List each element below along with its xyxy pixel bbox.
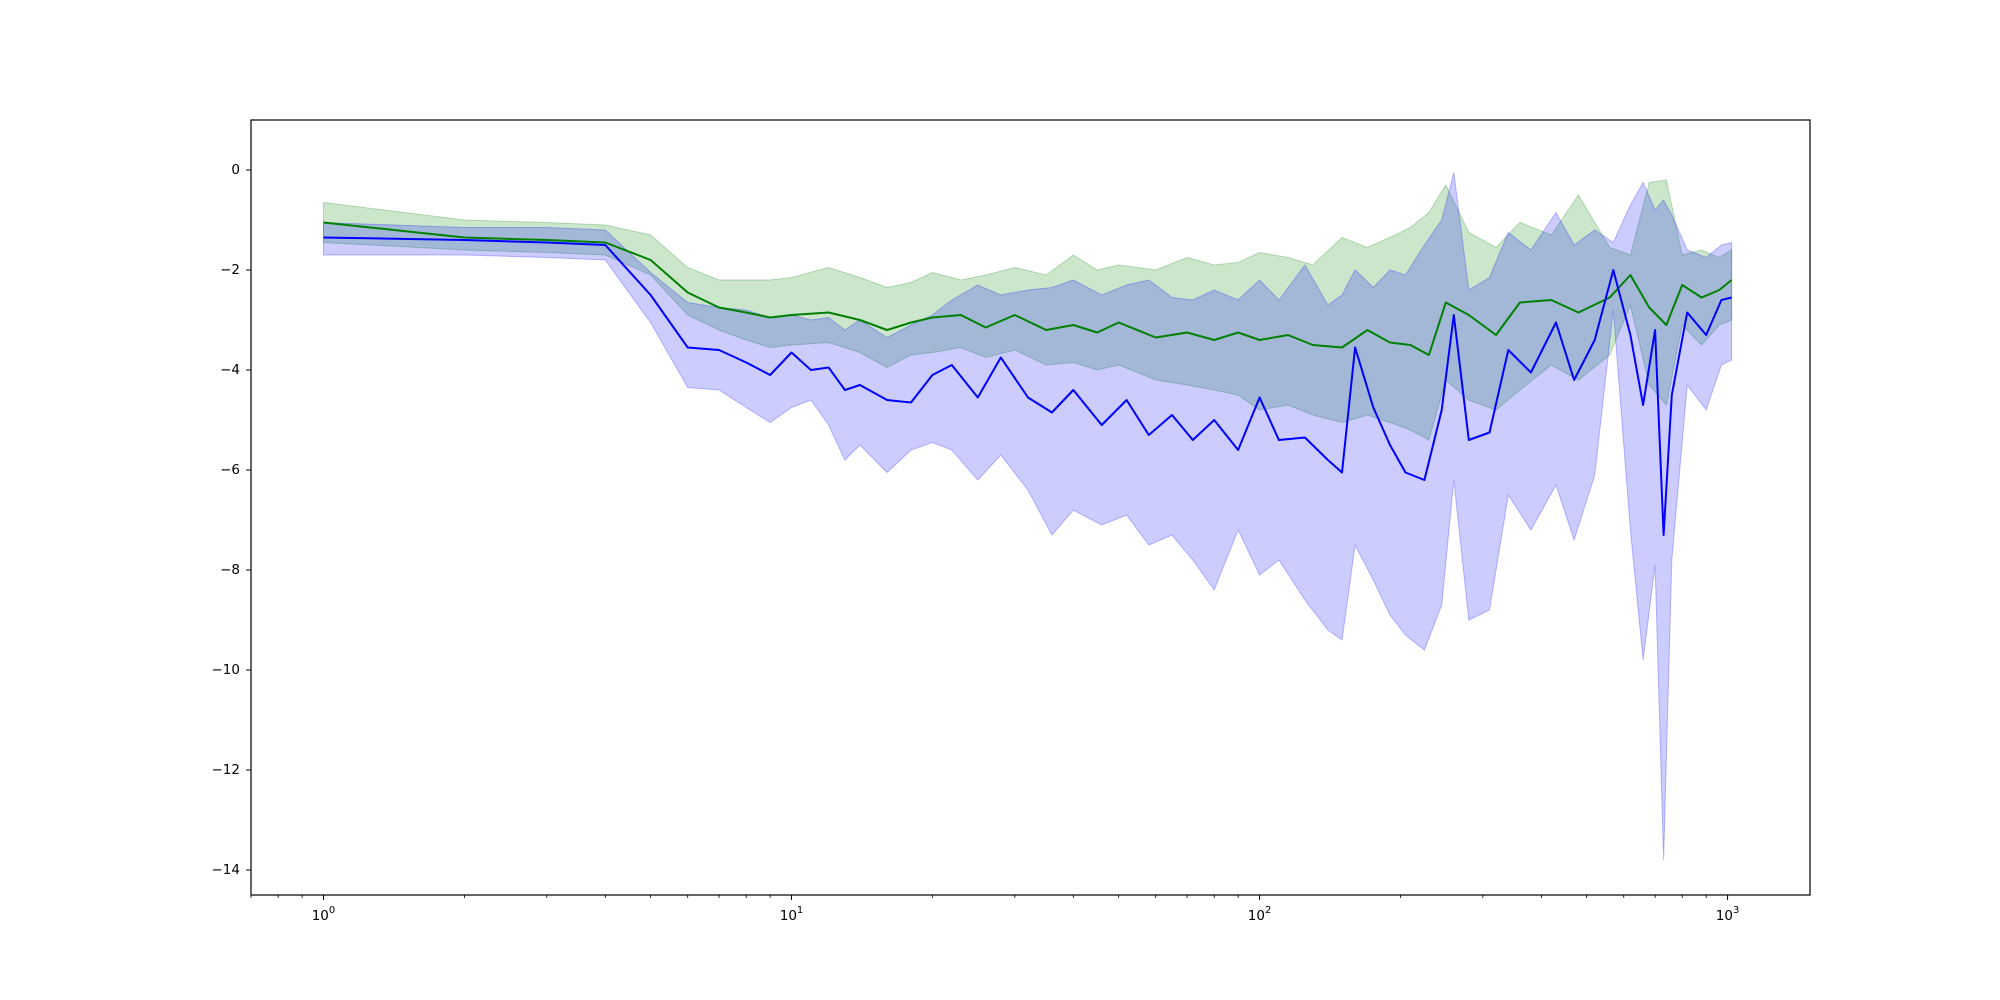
x-tick-base: 10 (1716, 908, 1733, 924)
x-tick: 101 (780, 895, 804, 924)
x-tick-exponent: 3 (1733, 905, 1739, 916)
series-1-line (323, 221, 1733, 356)
x-tick-label: 102 (1248, 905, 1272, 924)
y-tick-label: −4 (220, 362, 240, 378)
x-tick-label: 103 (1716, 905, 1740, 924)
x-axis (250, 895, 1707, 898)
y-tick-label: −6 (220, 462, 240, 478)
y-tick-label: −2 (220, 262, 240, 278)
x-tick-exponent: 1 (797, 905, 803, 916)
x-tick-base: 10 (1248, 908, 1265, 924)
confidence-bands (323, 172, 1733, 861)
x-tick: 100 (312, 895, 336, 924)
series-2-line (323, 236, 1732, 536)
series-lines (323, 221, 1733, 536)
y-tick: 0 (231, 162, 251, 178)
series-1-band (323, 179, 1733, 441)
y-tick: −8 (220, 562, 251, 578)
x-major-ticks: 100 101 102 103 (312, 895, 1740, 924)
y-tick-label: 0 (231, 162, 240, 178)
y-tick-label: −12 (212, 762, 241, 778)
y-tick-label: −10 (212, 662, 241, 678)
y-tick: −4 (220, 362, 251, 378)
y-tick-label: −8 (220, 562, 240, 578)
x-tick-base: 10 (780, 908, 797, 924)
x-tick: 102 (1248, 895, 1272, 924)
x-tick-exponent: 0 (329, 905, 335, 916)
y-tick: −14 (212, 862, 251, 878)
plot-frame (250, 119, 1811, 896)
x-tick-label: 101 (780, 905, 804, 924)
y-tick-label: −14 (212, 862, 241, 878)
y-axis: 0 −2 −4 −6 −8 −10 (212, 162, 251, 878)
y-tick: −6 (220, 462, 251, 478)
y-tick: −12 (212, 762, 251, 778)
x-tick-base: 10 (312, 908, 329, 924)
x-tick-label: 100 (312, 905, 336, 924)
x-tick-exponent: 2 (1265, 905, 1271, 916)
y-tick: −10 (212, 662, 251, 678)
x-tick: 103 (1716, 895, 1740, 924)
y-tick: −2 (220, 262, 251, 278)
series-2-band (323, 172, 1733, 861)
